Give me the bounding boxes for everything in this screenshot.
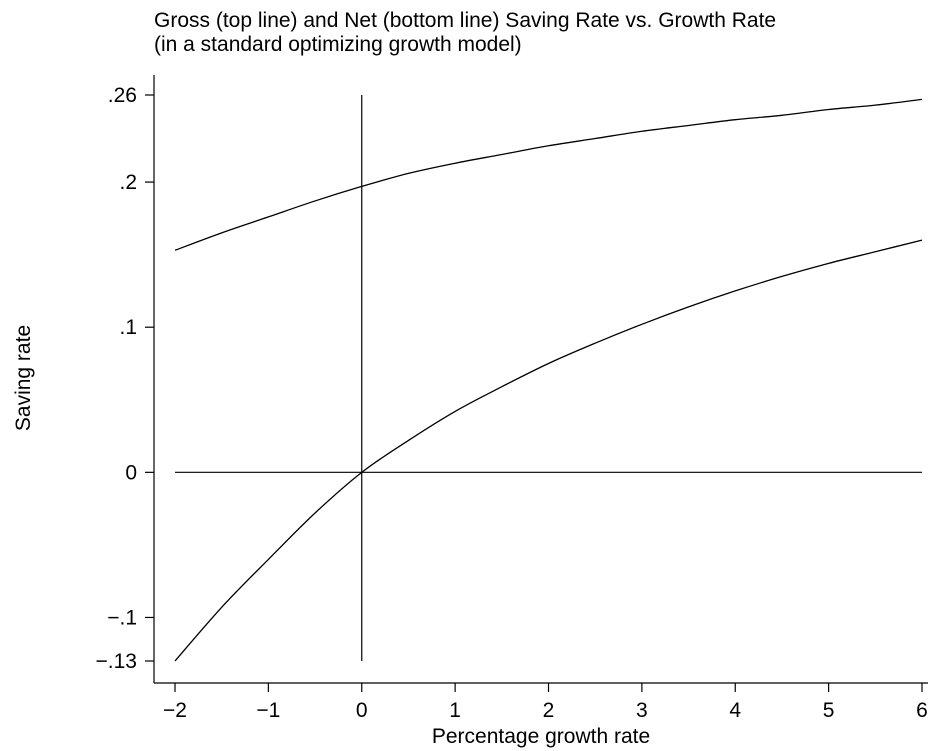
chart-title: Gross (top line) and Net (bottom line) S… <box>154 9 776 56</box>
net-saving-line <box>174 239 923 662</box>
reference-lines <box>175 95 922 661</box>
x-tick-label: 0 <box>356 699 368 722</box>
y-tick-label: −.13 <box>96 650 137 673</box>
x-tick-label: 4 <box>729 699 741 722</box>
y-tick-label: 0 <box>125 461 137 484</box>
x-axis-label: Percentage growth rate <box>432 725 650 748</box>
x-tick-label: 1 <box>449 699 461 722</box>
y-tick-label: −.1 <box>107 606 137 629</box>
x-tick-label: 3 <box>636 699 648 722</box>
x-tick-label: −1 <box>256 699 280 722</box>
y-axis-label: Saving rate <box>12 325 35 431</box>
data-series <box>174 98 923 662</box>
y-axis-ticks: .26 .2 .1 0 −.1 −.13 <box>96 84 154 673</box>
x-tick-label: 2 <box>543 699 555 722</box>
x-tick-label: 5 <box>823 699 835 722</box>
y-tick-label: .26 <box>108 84 137 107</box>
x-tick-label: −2 <box>163 699 187 722</box>
gross-saving-line <box>174 98 923 251</box>
y-tick-label: .1 <box>119 316 137 339</box>
chart-title-line-2: (in a standard optimizing growth model) <box>154 33 522 56</box>
chart-title-line-1: Gross (top line) and Net (bottom line) S… <box>154 9 776 32</box>
x-tick-label: 6 <box>916 699 928 722</box>
y-tick-label: .2 <box>119 171 137 194</box>
x-axis-ticks: −2 −1 0 1 2 3 4 5 6 <box>163 683 928 722</box>
